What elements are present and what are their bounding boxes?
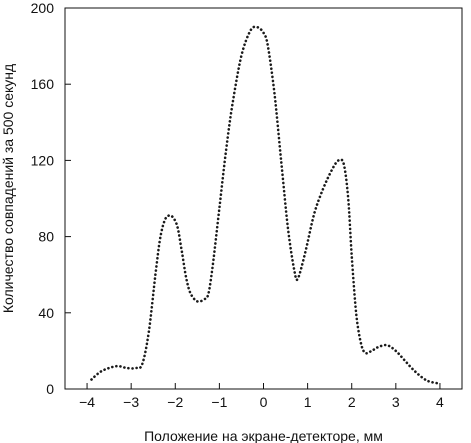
plot-frame: [64, 7, 463, 390]
x-tick-label: −1: [211, 394, 227, 410]
x-tick-label: −2: [167, 394, 183, 410]
x-tick-labels: −4 −3 −2 −1 0 1 2 3 4: [79, 394, 444, 410]
series-line: [90, 25, 439, 385]
x-tick-label: −3: [123, 394, 139, 410]
x-axis-title: Положение на экране-детекторе, мм: [144, 428, 383, 443]
x-tick-label: −4: [79, 394, 95, 410]
plot-border: [64, 7, 463, 390]
y-axis-title: Количество совпадений за 500 секунд: [0, 64, 16, 313]
x-tick-label: 4: [436, 394, 444, 410]
axis-ticks: [65, 7, 441, 390]
y-tick-labels: 0 40 80 120 160 200: [31, 0, 55, 397]
y-tick-label: 40: [38, 305, 54, 321]
y-tick-label: 200: [31, 0, 55, 16]
x-tick-label: 3: [392, 394, 400, 410]
x-tick-label: 2: [348, 394, 356, 410]
x-tick-label: 1: [304, 394, 312, 410]
y-tick-label: 0: [46, 381, 54, 397]
y-tick-label: 120: [31, 152, 55, 168]
y-tick-label: 160: [31, 76, 55, 92]
y-tick-label: 80: [38, 229, 54, 245]
x-tick-label: 0: [260, 394, 268, 410]
